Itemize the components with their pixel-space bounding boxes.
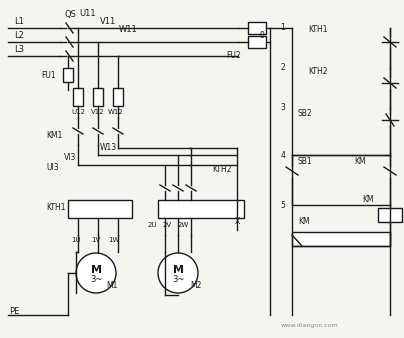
Text: M: M: [173, 265, 183, 275]
Text: 1: 1: [281, 24, 285, 32]
Circle shape: [158, 253, 198, 293]
Bar: [248, 36, 266, 48]
Text: L2: L2: [14, 31, 24, 41]
Text: UI3: UI3: [46, 164, 59, 172]
Text: L1: L1: [14, 18, 24, 26]
Text: www.diangon.com: www.diangon.com: [281, 322, 339, 328]
Text: FU2: FU2: [227, 51, 241, 61]
Text: 3~: 3~: [90, 274, 102, 284]
Text: SB2: SB2: [298, 108, 313, 118]
Text: L3: L3: [14, 46, 24, 54]
Text: 2V: 2V: [162, 222, 172, 228]
Text: KM1: KM1: [46, 130, 62, 140]
Bar: [158, 200, 244, 218]
Circle shape: [76, 253, 116, 293]
Text: KM: KM: [362, 195, 374, 204]
Text: 2U: 2U: [147, 222, 157, 228]
Text: U12: U12: [71, 109, 85, 115]
Text: FU1: FU1: [41, 71, 56, 79]
Text: KM: KM: [354, 158, 366, 167]
Text: KTH2: KTH2: [308, 68, 328, 76]
Text: PE: PE: [9, 308, 19, 316]
Bar: [248, 22, 266, 34]
Text: 1U: 1U: [71, 237, 81, 243]
Text: 3~: 3~: [172, 274, 184, 284]
Text: KM: KM: [298, 217, 309, 226]
Text: 5: 5: [280, 200, 286, 210]
Text: 1W: 1W: [108, 237, 120, 243]
Bar: [68, 200, 132, 218]
Text: M1: M1: [106, 282, 118, 290]
Text: KTH1: KTH1: [46, 203, 65, 213]
Text: U11: U11: [80, 9, 96, 19]
Text: M: M: [90, 265, 101, 275]
Text: SB1: SB1: [298, 158, 313, 167]
Bar: [73, 88, 83, 106]
Text: W12: W12: [108, 109, 124, 115]
Text: V11: V11: [100, 18, 116, 26]
Text: 0: 0: [259, 31, 265, 41]
Bar: [93, 88, 103, 106]
Text: V12: V12: [91, 109, 105, 115]
Text: M2: M2: [190, 282, 202, 290]
Text: X: X: [234, 217, 240, 226]
Text: 3: 3: [280, 103, 286, 113]
Bar: [378, 208, 402, 222]
Bar: [292, 232, 390, 246]
Text: 1V: 1V: [91, 237, 101, 243]
Text: W11: W11: [119, 25, 137, 34]
Bar: [113, 88, 123, 106]
Text: KTH1: KTH1: [308, 25, 328, 34]
Bar: [63, 68, 73, 82]
Text: VI3: VI3: [64, 152, 76, 162]
Text: KTH2: KTH2: [212, 166, 232, 174]
Text: W13: W13: [99, 144, 117, 152]
Text: 2: 2: [281, 64, 285, 72]
Text: 4: 4: [280, 150, 286, 160]
Text: 2W: 2W: [177, 222, 189, 228]
Text: QS: QS: [64, 9, 76, 19]
